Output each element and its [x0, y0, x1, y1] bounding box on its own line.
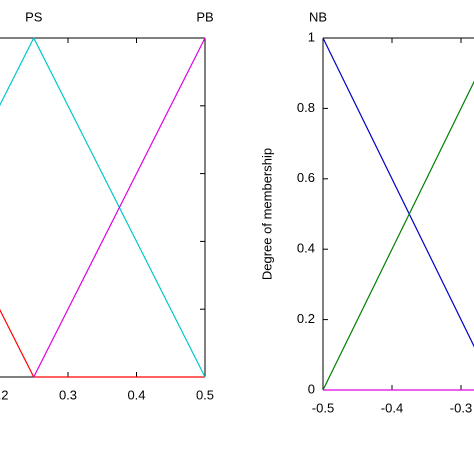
membership-line [0, 36, 206, 378]
membership-line [322, 80, 474, 391]
y-tick-label: 0.2 [297, 311, 315, 326]
x-tick-label: 0.2 [0, 387, 9, 402]
membership-line [33, 37, 206, 378]
x-tick-label: 0.5 [196, 387, 214, 402]
series-label: PS [25, 9, 43, 24]
membership-line [0, 308, 205, 378]
y-tick-label: 1 [308, 29, 315, 44]
y-tick-label: 0.8 [297, 100, 315, 115]
x-tick-label: 0.4 [127, 387, 145, 402]
x-tick-label: 0.3 [59, 387, 77, 402]
membership-line [322, 37, 474, 348]
y-tick-label: 0.6 [297, 170, 315, 185]
x-tick-label: -0.3 [450, 400, 472, 415]
y-tick-label: 0.4 [297, 241, 315, 256]
y-axis-label: Degree of membership [259, 148, 274, 280]
series-label: PB [196, 9, 213, 24]
series-label: NB [309, 9, 327, 24]
y-tick-label: 0 [308, 381, 315, 396]
x-tick-label: -0.4 [381, 400, 403, 415]
x-tick-label: -0.5 [312, 400, 334, 415]
